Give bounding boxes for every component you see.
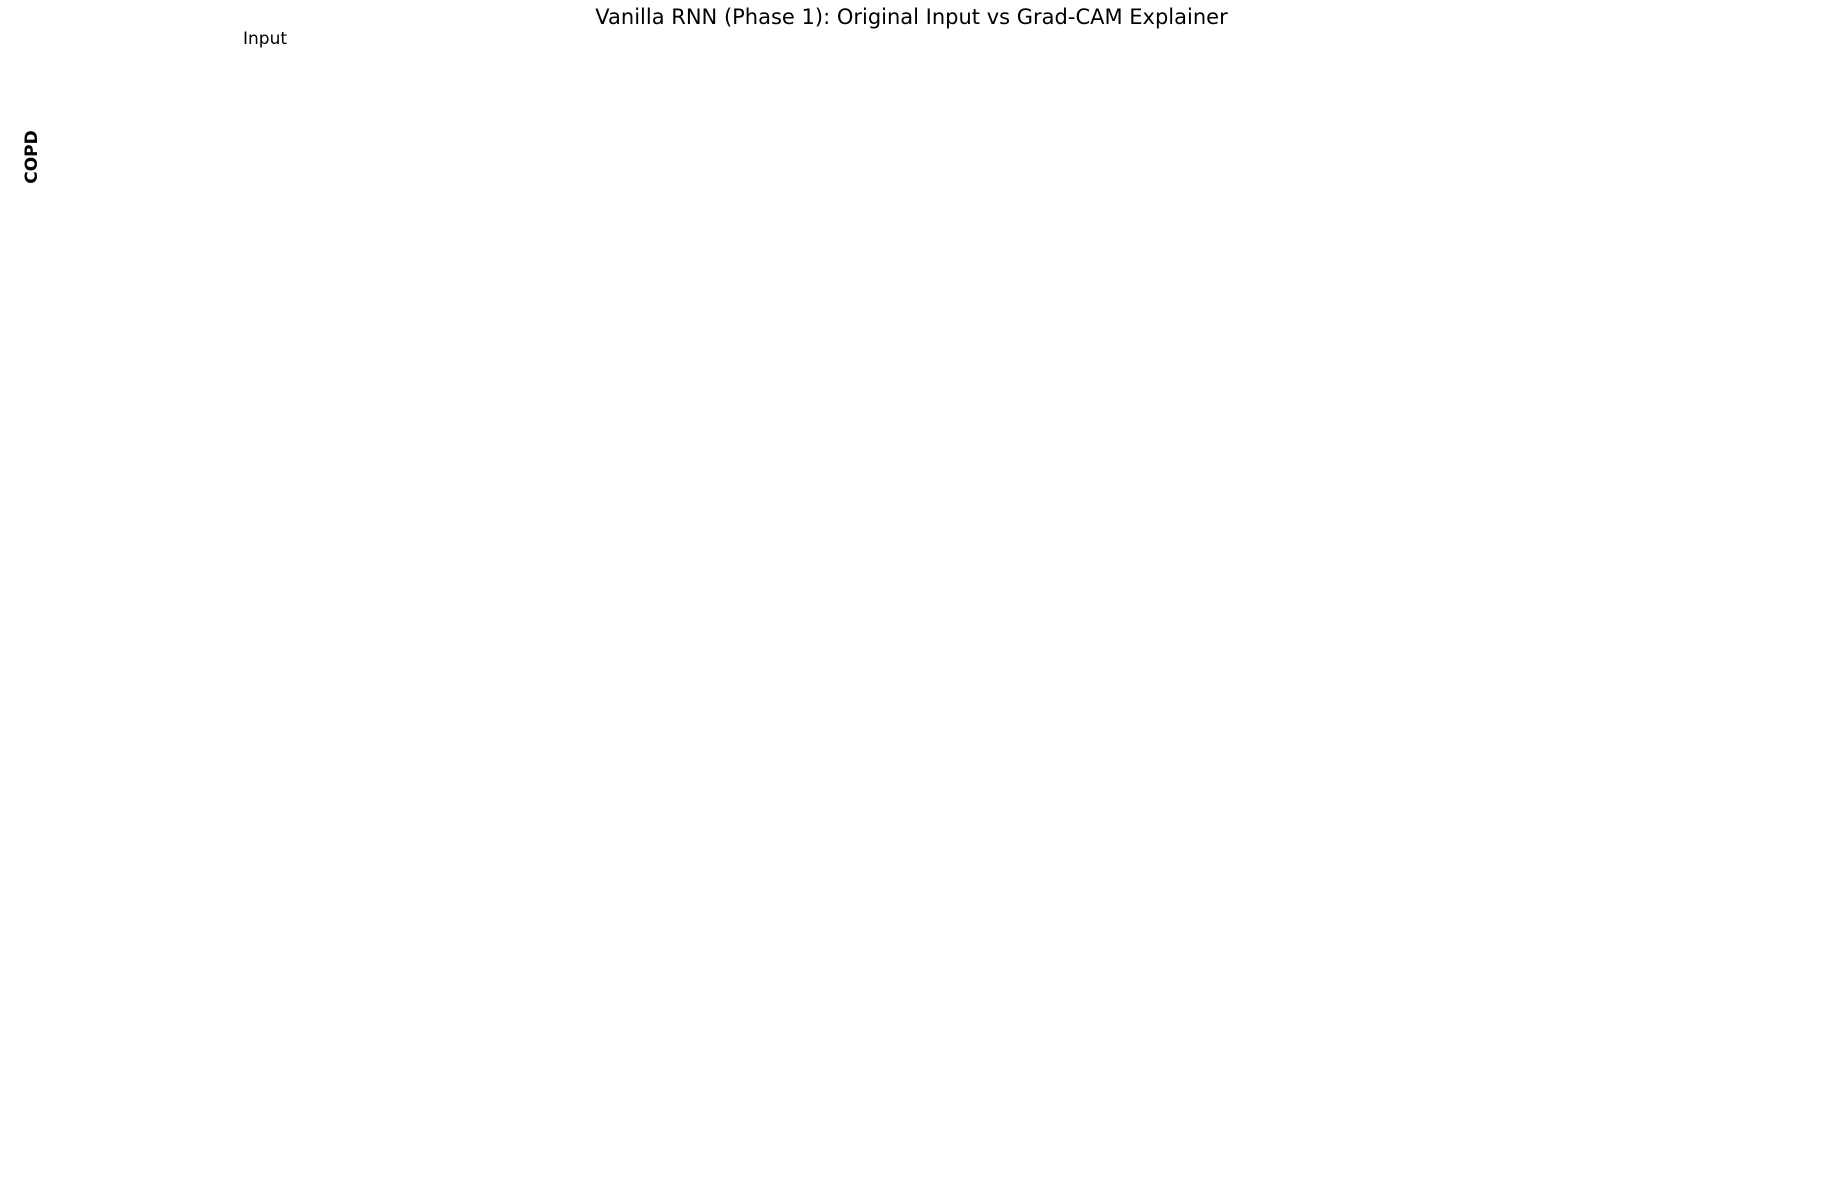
panel-title-r0-c0: Input — [242, 29, 288, 49]
row-label-copd: COPD — [22, 130, 42, 184]
page-title: Vanilla RNN (Phase 1): Original Input vs… — [595, 5, 1228, 29]
